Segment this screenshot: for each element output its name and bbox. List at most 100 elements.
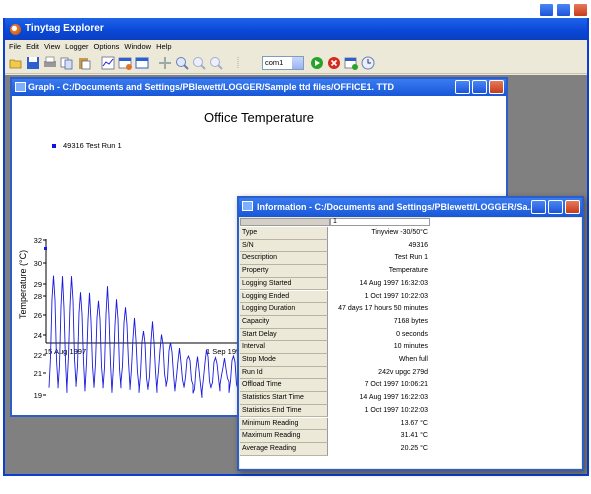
- chart-icon[interactable]: [101, 56, 115, 70]
- y-tick-label: 19: [34, 391, 42, 400]
- row-value[interactable]: 47 days 17 hours 50 minutes: [338, 305, 428, 313]
- row-value[interactable]: 1 Oct 1997 10:22:03: [364, 406, 428, 414]
- table-row: Statistics End Time 1 Oct 1997 10:22:03: [240, 404, 430, 418]
- zoom-out-icon[interactable]: [192, 56, 206, 70]
- row-value[interactable]: 14 Aug 1997 16:32:03: [359, 279, 428, 287]
- info-minimize-button[interactable]: [531, 200, 546, 214]
- y-tick-label: 28: [34, 292, 42, 301]
- table-row: Logging Started 14 Aug 1997 16:32:03: [240, 277, 430, 291]
- header-corner: [240, 218, 330, 226]
- toolbar: com1: [5, 53, 587, 74]
- table-row: Capacity 7168 bytes: [240, 315, 430, 329]
- window-icon[interactable]: [135, 56, 149, 70]
- row-value[interactable]: 10 minutes: [393, 343, 428, 351]
- row-value[interactable]: Test Run 1: [394, 254, 428, 262]
- download-icon[interactable]: [344, 56, 358, 70]
- menu-view[interactable]: View: [44, 42, 61, 51]
- menu-options[interactable]: Options: [93, 42, 120, 51]
- y-tick-label: 30: [34, 259, 42, 268]
- axis-marker: [44, 247, 47, 250]
- start-icon[interactable]: [310, 56, 324, 70]
- info-window-icon: [242, 201, 253, 211]
- row-label: Maximum Reading: [240, 430, 328, 443]
- stop-icon[interactable]: [327, 56, 341, 70]
- row-label: S/N: [240, 239, 328, 253]
- row-value[interactable]: Tinyview -30/50°C: [371, 229, 428, 236]
- zoom-in-icon[interactable]: [175, 56, 189, 70]
- row-value[interactable]: 49316: [408, 241, 428, 249]
- row-value[interactable]: 13.67 °C: [400, 419, 428, 427]
- row-label: Statistics End Time: [240, 404, 328, 418]
- graph-maximize-button[interactable]: [472, 80, 487, 94]
- row-value[interactable]: 31.41 °C: [400, 432, 428, 440]
- port-select-value: com1: [265, 58, 284, 67]
- row-value[interactable]: 0 seconds: [396, 330, 428, 338]
- clock-icon[interactable]: [361, 56, 375, 70]
- info-maximize-button[interactable]: [548, 200, 563, 214]
- app-title: Tinytag Explorer: [25, 23, 104, 34]
- paste-icon[interactable]: [77, 56, 91, 70]
- menu-edit[interactable]: Edit: [26, 42, 40, 51]
- info-titlebar[interactable]: Information - C:/Documents and Settings/…: [239, 198, 582, 217]
- menu-file[interactable]: File: [9, 42, 22, 51]
- save-icon[interactable]: [26, 56, 40, 70]
- port-select[interactable]: com1: [262, 56, 304, 70]
- close-button[interactable]: [573, 3, 588, 17]
- menu-logger[interactable]: Logger: [65, 42, 89, 51]
- row-label: Statistics Start Time: [240, 392, 328, 405]
- table-row: Statistics Start Time 14 Aug 1997 16:22:0…: [240, 392, 430, 405]
- gripper-icon: [237, 57, 239, 69]
- table-row: Logging Ended 1 Oct 1997 10:22:03: [240, 290, 430, 304]
- y-tick-label: 32: [34, 236, 42, 245]
- row-label: Interval: [240, 341, 328, 354]
- graph-window-controls: [455, 80, 504, 94]
- row-label: Logging Ended: [240, 290, 328, 304]
- open-folder-icon[interactable]: [9, 56, 23, 70]
- app-titlebar[interactable]: Tinytag Explorer: [5, 18, 587, 40]
- row-label: Stop Mode: [240, 354, 328, 367]
- zoom-fit-icon[interactable]: [209, 56, 223, 70]
- copy-icon[interactable]: [60, 56, 74, 70]
- y-tick-label: 16: [34, 413, 42, 415]
- legend-label: 49316 Test Run 1: [63, 141, 122, 150]
- info-title: Information - C:/Documents and Settings/…: [257, 202, 536, 212]
- row-value[interactable]: 1 Oct 1997 10:22:03: [364, 292, 428, 300]
- info-close-button[interactable]: [565, 200, 580, 214]
- pan-icon[interactable]: [158, 56, 172, 70]
- menubar: File Edit View Logger Options Window Hel…: [5, 40, 587, 53]
- y-tick-label: 21: [34, 369, 42, 378]
- row-label: Type: [240, 227, 328, 240]
- column-header[interactable]: 1: [330, 218, 430, 226]
- row-label: Average Reading: [240, 442, 328, 456]
- row-value[interactable]: 242v upgc 279d: [378, 368, 428, 376]
- row-value[interactable]: Temperature: [388, 267, 428, 275]
- y-tick-label: 22: [34, 351, 42, 360]
- print-icon[interactable]: [43, 56, 57, 70]
- minimize-button[interactable]: [539, 3, 554, 17]
- desktop-window-controls: [539, 3, 588, 17]
- row-value[interactable]: 7 Oct 1997 10:06:21: [364, 381, 428, 389]
- row-value[interactable]: 20.25 °C: [400, 444, 428, 452]
- table-row: Minimum Reading 13.67 °C: [240, 417, 430, 431]
- graph-close-button[interactable]: [489, 80, 504, 94]
- graph-titlebar[interactable]: Graph - C:/Documents and Settings/PBlewe…: [12, 79, 506, 96]
- row-label: Property: [240, 265, 328, 278]
- table-row: Interval 10 minutes: [240, 341, 430, 354]
- maximize-button[interactable]: [556, 3, 571, 17]
- chevron-down-icon: [292, 57, 303, 69]
- info-grid: 1 Type Tinyview -30/50°C S/N 49316 Descripti…: [240, 218, 581, 468]
- table-row: Logging Duration 47 days 17 hours 50 minu…: [240, 303, 430, 316]
- info-window-controls: [531, 200, 580, 214]
- row-value[interactable]: When full: [398, 356, 428, 363]
- graph-minimize-button[interactable]: [455, 80, 470, 94]
- row-value[interactable]: 7168 bytes: [393, 317, 428, 325]
- y-tick-label: 24: [34, 331, 42, 340]
- row-value[interactable]: 14 Aug 1997 16:22:03: [359, 394, 428, 402]
- menu-help[interactable]: Help: [156, 42, 172, 51]
- table-icon[interactable]: [118, 56, 132, 70]
- table-row: Type Tinyview -30/50°C: [240, 227, 430, 240]
- row-label: Minimum Reading: [240, 417, 328, 431]
- menu-window[interactable]: Window: [124, 42, 152, 51]
- table-row: Start Delay 0 seconds: [240, 328, 430, 342]
- graph-window-icon: [15, 82, 26, 92]
